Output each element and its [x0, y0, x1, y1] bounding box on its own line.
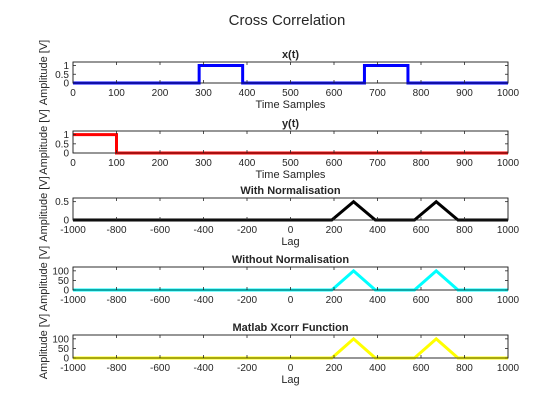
x-tick-label: -200 [237, 363, 257, 374]
x-tick-label: 100 [108, 158, 125, 169]
y-tick-label: 100 [52, 266, 69, 277]
x-tick-label: 0 [70, 158, 76, 169]
x-tick-label: 1000 [497, 295, 520, 306]
x-tick-label: 0 [288, 225, 294, 236]
x-tick-label: -800 [106, 363, 126, 374]
x-tick-label: 600 [413, 295, 430, 306]
x-tick-label: 800 [456, 295, 473, 306]
x-tick-label: 600 [326, 158, 343, 169]
x-tick-label: 600 [413, 363, 430, 374]
x-tick-label: -1000 [60, 363, 86, 374]
x-tick-label: -1000 [60, 225, 86, 236]
x-axis-label: Lag [281, 236, 299, 248]
subplot-2: 0 100 200 300 400 500 600 700 800 900 1000 00.51 y(t… [38, 109, 520, 181]
x-tick-label: 600 [326, 88, 343, 99]
x-axis-label: Time Samples [256, 169, 326, 181]
x-tick-label: 400 [369, 363, 386, 374]
x-axis-label: Lag [281, 374, 299, 386]
subplot-panels: 0 100 200 300 400 500 600 700 800 900 100000.51x(t… [38, 40, 520, 386]
y-tick-label: 0.5 [55, 70, 69, 81]
x-tick-label: 700 [369, 158, 386, 169]
x-tick-label: 900 [456, 158, 473, 169]
x-tick-label: 200 [326, 225, 343, 236]
x-tick-label: 0 [70, 88, 76, 99]
y-axis-label: Amplitude [V] [38, 40, 50, 105]
x-tick-label: 800 [413, 88, 430, 99]
x-tick-label: 800 [413, 158, 430, 169]
x-tick-label: 900 [456, 88, 473, 99]
subplot-3: -1000 -800 -600 -400 -200 0 200 400 600 800 1000 0 0… [38, 176, 520, 248]
x-tick-label: 800 [456, 363, 473, 374]
x-tick-label: 200 [326, 363, 343, 374]
x-tick-label: -600 [150, 363, 170, 374]
y-tick-label: 0.5 [55, 197, 69, 208]
y-tick-label: 1 [63, 130, 69, 141]
y-tick-label: 0 [63, 354, 69, 365]
x-tick-label: 0 [288, 295, 294, 306]
subplot-title: With Normalisation [240, 185, 340, 197]
subplot-title: x(t) [282, 49, 299, 61]
x-tick-label: 500 [282, 88, 299, 99]
subplot-1: 0 100 200 300 400 500 600 700 800 900 1000 00.51 x(t… [38, 40, 520, 111]
x-tick-label: 300 [195, 158, 212, 169]
x-tick-label: 200 [152, 88, 169, 99]
x-tick-label: 1000 [497, 225, 520, 236]
y-tick-label: 50 [58, 344, 70, 355]
y-tick-label: 0.5 [55, 139, 69, 150]
x-tick-label: 0 [288, 363, 294, 374]
x-tick-label: 800 [456, 225, 473, 236]
y-axis-label: Amplitude [V] [38, 314, 50, 379]
x-tick-label: 700 [369, 88, 386, 99]
y-tick-label: 0 [63, 216, 69, 227]
x-tick-label: 400 [369, 295, 386, 306]
x-tick-label: 600 [413, 225, 430, 236]
x-tick-label: 1000 [497, 88, 520, 99]
axes-box [72, 61, 509, 84]
x-tick-label: 1000 [497, 363, 520, 374]
x-tick-label: -400 [193, 225, 213, 236]
subplot-5: -1000 -800 -600 -400 -200 0 200 400 600 800 100005… [38, 314, 520, 386]
y-tick-label: 1 [63, 61, 69, 72]
x-tick-label: 500 [282, 158, 299, 169]
x-axis-label: Time Samples [256, 99, 326, 111]
x-tick-label: 200 [326, 295, 343, 306]
y-tick-label: 0 [63, 79, 69, 90]
subplot-title: y(t) [282, 118, 299, 130]
subplot-4: -1000 -800 -600 -400 -200 0 200 400 600 800 100005… [38, 246, 520, 311]
x-tick-label: -400 [193, 295, 213, 306]
x-tick-label: 400 [239, 88, 256, 99]
x-tick-label: -400 [193, 363, 213, 374]
x-tick-label: 200 [152, 158, 169, 169]
figure-suptitle: Cross Correlation [229, 12, 346, 29]
x-tick-label: 400 [239, 158, 256, 169]
x-tick-label: -800 [106, 225, 126, 236]
y-axis-label: Amplitude [V] [38, 109, 50, 174]
x-tick-label: 100 [108, 88, 125, 99]
x-tick-label: -600 [150, 295, 170, 306]
y-tick-label: 0 [63, 286, 69, 297]
x-tick-label: -1000 [60, 295, 86, 306]
x-tick-label: 300 [195, 88, 212, 99]
subplot-title: Matlab Xcorr Function [232, 322, 348, 334]
y-tick-label: 100 [52, 334, 69, 345]
axes-box [72, 130, 509, 154]
y-axis-label: Amplitude [V] [38, 176, 50, 241]
y-tick-label: 0 [63, 149, 69, 160]
y-axis-label: Amplitude [V] [38, 246, 50, 311]
y-tick-label: 50 [58, 276, 70, 287]
x-tick-label: -200 [237, 225, 257, 236]
x-tick-label: 1000 [497, 158, 520, 169]
subplot-title: Without Normalisation [232, 254, 350, 266]
x-tick-label: -600 [150, 225, 170, 236]
x-tick-label: -200 [237, 295, 257, 306]
x-tick-label: -800 [106, 295, 126, 306]
x-tick-label: 400 [369, 225, 386, 236]
